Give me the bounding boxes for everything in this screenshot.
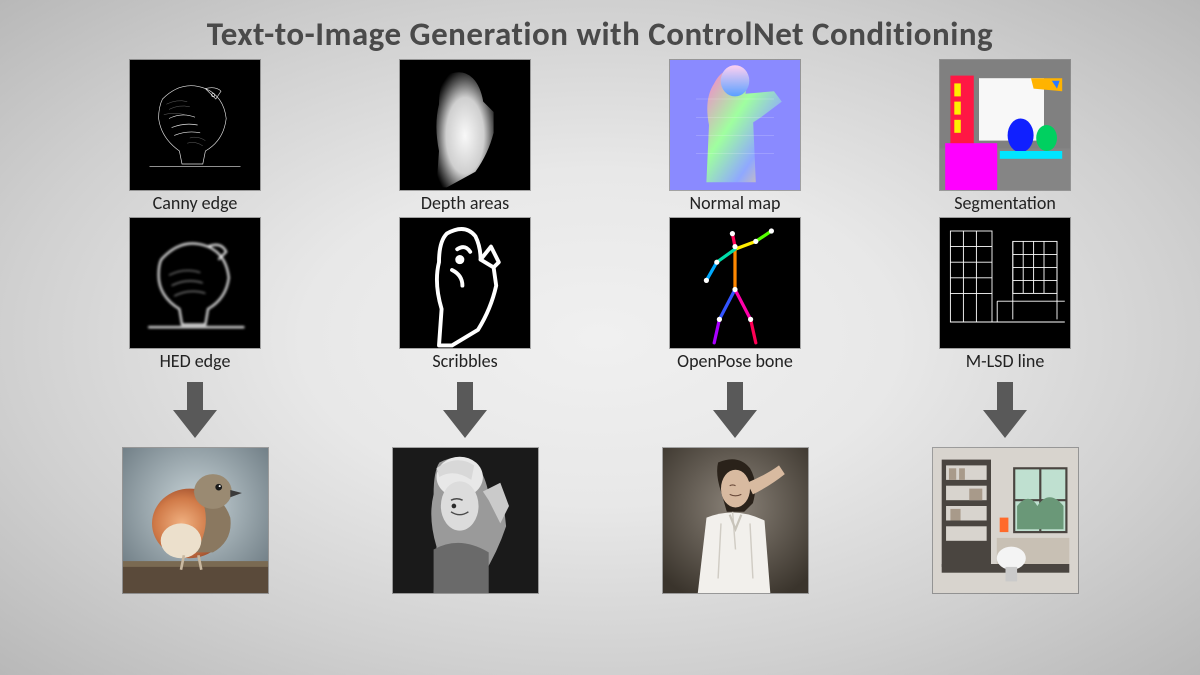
- cell-canny: Canny edge: [130, 60, 260, 214]
- thumb-seg: [940, 60, 1070, 190]
- page-title: Text-to-Image Generation with ControlNet…: [0, 0, 1200, 60]
- thumb-normal: [670, 60, 800, 190]
- out-room: [933, 448, 1078, 593]
- thumb-out-woman: [663, 448, 808, 593]
- thumb-out-bird: [123, 448, 268, 593]
- thumb-hed: [130, 218, 260, 348]
- arrow-icon: [713, 382, 757, 438]
- out-woman: [663, 448, 808, 593]
- thumb-openpose: [670, 218, 800, 348]
- cell-seg: Segmentation: [940, 60, 1070, 214]
- cap-scribble: Scribbles: [432, 350, 497, 372]
- cap-canny: Canny edge: [153, 192, 238, 214]
- thumb-depth: [400, 60, 530, 190]
- thumb-out-girl: [393, 448, 538, 593]
- out-bird: [123, 448, 268, 593]
- cap-depth: Depth areas: [421, 192, 509, 214]
- arrow-icon: [173, 382, 217, 438]
- conditioning-grid: Canny edge Depth areas: [0, 60, 1200, 372]
- cap-normal: Normal map: [689, 192, 780, 214]
- cell-scribble: Scribbles: [400, 218, 530, 372]
- cell-mlsd: M-LSD line: [940, 218, 1070, 372]
- out-girl: [393, 448, 538, 593]
- cell-hed: HED edge: [130, 218, 260, 372]
- cap-mlsd: M-LSD line: [966, 350, 1045, 372]
- thumb-scribble: [400, 218, 530, 348]
- thumb-canny: [130, 60, 260, 190]
- cap-hed: HED edge: [160, 350, 231, 372]
- arrow-icon: [983, 382, 1027, 438]
- arrow-row: [0, 372, 1200, 444]
- output-grid: [0, 444, 1200, 593]
- cap-seg: Segmentation: [954, 192, 1056, 214]
- cell-depth: Depth areas: [400, 60, 530, 214]
- cell-normal: Normal map: [670, 60, 800, 214]
- cap-openpose: OpenPose bone: [677, 350, 793, 372]
- cell-openpose: OpenPose bone: [670, 218, 800, 372]
- thumb-out-room: [933, 448, 1078, 593]
- arrow-icon: [443, 382, 487, 438]
- thumb-mlsd: [940, 218, 1070, 348]
